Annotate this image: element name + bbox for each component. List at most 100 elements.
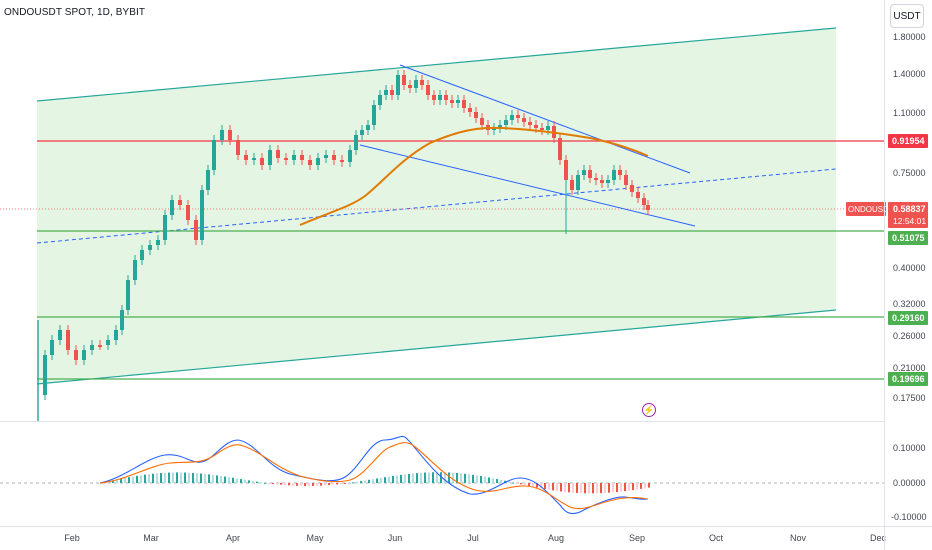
time-label-nov: Nov [790, 533, 807, 543]
macd-histogram-bar [516, 483, 518, 484]
macd-histogram-bar [440, 472, 442, 483]
price-tick-6: 0.32000 [893, 299, 926, 309]
macd-histogram-bar [644, 483, 646, 489]
candle-body [300, 155, 304, 160]
wedge-upper-line[interactable] [399, 64, 691, 174]
macd-histogram-bar [156, 473, 158, 483]
candle-body [384, 90, 388, 95]
macd-histogram-bar [272, 483, 274, 484]
candle-body [624, 175, 628, 185]
macd-histogram-bar [632, 483, 634, 491]
macd-histogram-bar [476, 475, 478, 483]
candle-body [228, 130, 232, 140]
macd-histogram-bar [380, 477, 382, 483]
macd-histogram-bar [432, 472, 434, 483]
macd-histogram-bar [524, 483, 526, 486]
macd-histogram-bar [452, 472, 454, 483]
macd-histogram-bar [424, 472, 426, 483]
price-tick-7: 0.26000 [893, 331, 926, 341]
candle-body [450, 100, 454, 103]
candle-body [474, 112, 478, 118]
candle-body [324, 155, 328, 158]
macd-histogram-bar [528, 483, 530, 486]
macd-histogram-bar [628, 483, 630, 491]
candle-body [504, 120, 508, 125]
candle-body [252, 158, 256, 160]
macd-histogram-bar [400, 474, 402, 483]
macd-histogram-bar [284, 483, 286, 486]
candle-body [438, 95, 442, 100]
macd-histogram-bar [316, 483, 318, 486]
macd-histogram-bar [356, 481, 358, 483]
candle-body [268, 150, 272, 165]
macd-histogram-bar [556, 483, 558, 491]
candle-body [426, 85, 430, 95]
time-label-jun: Jun [388, 533, 403, 543]
macd-histogram-bar [200, 473, 202, 483]
pane-divider[interactable] [0, 421, 884, 422]
macd-histogram-bar [500, 479, 502, 483]
badge-0.91954: 0.91954 [892, 136, 925, 146]
macd-histogram-bar [188, 472, 190, 483]
lightning-icon[interactable]: ⚡ [642, 403, 656, 417]
candle-body [308, 160, 312, 165]
price-tick-9: 0.17500 [893, 393, 926, 403]
symbol-title[interactable]: ONDOUSDT SPOT, 1D, BYBIT [4, 7, 146, 18]
candle-body [292, 155, 296, 160]
macd-histogram-bar [360, 481, 362, 483]
candle-body [612, 170, 616, 180]
macd-histogram-bar [372, 479, 374, 483]
price-axis-divider [884, 0, 885, 550]
candle-body [576, 175, 580, 190]
badge-0.29160-bg [888, 311, 928, 325]
currency-button[interactable]: USDT [890, 4, 924, 28]
macd-histogram-bar [172, 472, 174, 483]
macd-histogram-bar [420, 472, 422, 483]
macd-histogram-bar [264, 482, 266, 484]
macd-histogram-bar [140, 475, 142, 483]
macd-histogram-bar [392, 475, 394, 483]
macd-histogram-bar [472, 474, 474, 483]
channel-lower-line[interactable] [36, 309, 837, 385]
candle-body [646, 205, 650, 210]
macd-histogram-bar [468, 474, 470, 483]
candle-body [284, 158, 288, 160]
macd-histogram-bar [564, 483, 566, 492]
macd-histogram-bar [492, 478, 494, 483]
time-label-feb: Feb [64, 533, 80, 543]
macd-histogram-bar [336, 483, 338, 485]
macd-histogram-bar [536, 483, 538, 488]
macd-histogram-bar [204, 473, 206, 483]
badge-0.91954-bg [888, 134, 928, 148]
badge-0.19696: 0.19696 [892, 374, 925, 384]
macd-histogram-bar [176, 472, 178, 483]
macd-histogram-bar [164, 472, 166, 483]
candle-body [332, 155, 336, 160]
candle-body [588, 170, 592, 178]
candle-body [276, 150, 280, 158]
candle-body [636, 192, 640, 198]
macd-histogram-bar [352, 482, 354, 484]
badge-0.19696-bg [888, 372, 928, 386]
price-tick-8: 0.21000 [893, 363, 926, 373]
macd-histogram-bar [596, 483, 598, 494]
price-tick-3: 1.10000 [893, 108, 926, 118]
macd-histogram-bar [120, 478, 122, 483]
wedge-lower-line[interactable] [359, 144, 696, 227]
macd-histogram-bar [280, 483, 282, 485]
macd-tick-2: 0.00000 [893, 478, 926, 488]
candle-body [133, 260, 137, 280]
candle-body [558, 138, 562, 160]
macd-histogram-bar [412, 473, 414, 483]
channel-upper-line[interactable] [36, 27, 837, 102]
candle-body [414, 80, 418, 88]
candle-body [106, 340, 110, 345]
candle-body [396, 75, 400, 95]
macd-histogram-bar [348, 482, 350, 484]
candle-body [236, 140, 240, 155]
macd-histogram-bar [480, 476, 482, 483]
time-label-aug: Aug [548, 533, 564, 543]
badge-0.51075: 0.51075 [892, 233, 925, 243]
macd-histogram-bar [464, 473, 466, 483]
